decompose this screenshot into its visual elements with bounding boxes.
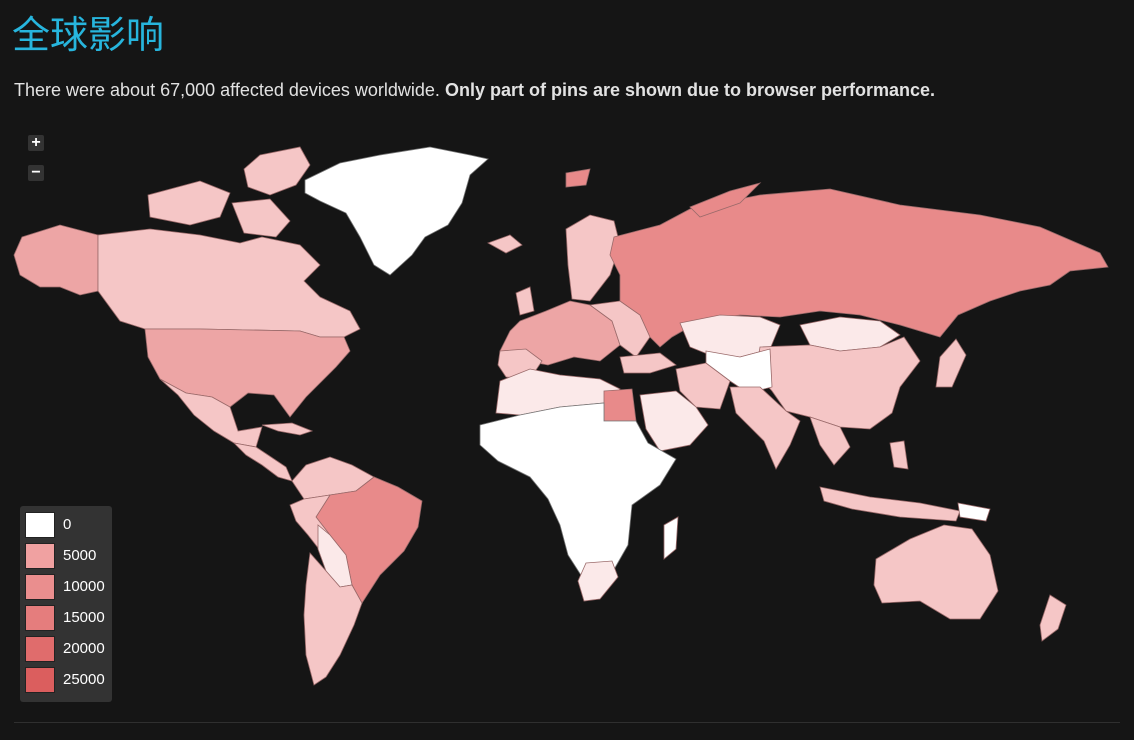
russia[interactable] (609, 188, 1109, 348)
page-title: 全球影响 (12, 13, 165, 57)
world-choropleth-map[interactable] (0, 125, 1134, 705)
canada-islands[interactable] (231, 198, 291, 238)
legend-label: 15000 (63, 609, 105, 626)
united-states[interactable] (144, 328, 351, 418)
japan[interactable] (935, 338, 967, 388)
page-subtitle: There were about 67,000 affected devices… (14, 80, 935, 101)
madagascar[interactable] (663, 516, 679, 560)
scandinavia[interactable] (565, 214, 621, 302)
svalbard[interactable] (565, 168, 591, 188)
alaska[interactable] (13, 224, 99, 296)
greenland[interactable] (304, 146, 489, 276)
turkey[interactable] (619, 352, 677, 374)
south-africa[interactable] (577, 560, 619, 602)
zoom-in-button[interactable]: + (28, 135, 44, 151)
canada-islands[interactable] (147, 180, 231, 226)
map-legend: 0 5000 10000 15000 20000 25000 (20, 506, 112, 702)
legend-label: 5000 (63, 547, 97, 564)
legend-label: 20000 (63, 640, 105, 657)
argentina[interactable] (303, 552, 363, 686)
sub-saharan-africa[interactable] (479, 402, 677, 584)
bottom-divider (14, 722, 1120, 723)
central-america[interactable] (232, 442, 293, 482)
canada[interactable] (97, 228, 361, 338)
legend-swatch (25, 667, 55, 693)
southeast-asia[interactable] (809, 416, 851, 466)
zoom-out-button[interactable]: − (28, 165, 44, 181)
legend-label: 25000 (63, 671, 105, 688)
legend-label: 10000 (63, 578, 105, 595)
subtitle-bold: Only part of pins are shown due to brows… (444, 80, 936, 100)
china[interactable] (755, 336, 921, 430)
legend-item: 5000 (25, 543, 109, 569)
russia-islands[interactable] (689, 182, 762, 218)
canada-islands[interactable] (243, 146, 311, 196)
legend-swatch (25, 636, 55, 662)
australia[interactable] (873, 524, 999, 620)
legend-label: 0 (63, 516, 72, 533)
cuba[interactable] (261, 422, 314, 436)
papua-new-guinea[interactable] (957, 502, 991, 522)
legend-item: 25000 (25, 667, 109, 693)
legend-swatch (25, 574, 55, 600)
legend-swatch (25, 605, 55, 631)
india[interactable] (729, 386, 801, 470)
uk[interactable] (515, 286, 535, 316)
legend-swatch (25, 543, 55, 569)
philippines[interactable] (889, 440, 909, 470)
mexico[interactable] (159, 378, 263, 448)
legend-item: 20000 (25, 636, 109, 662)
legend-swatch (25, 512, 55, 538)
legend-item: 10000 (25, 574, 109, 600)
egypt[interactable] (603, 388, 637, 422)
saudi-arabia[interactable] (639, 390, 709, 452)
iceland[interactable] (487, 234, 523, 254)
new-zealand[interactable] (1039, 594, 1067, 642)
subtitle-regular: There were about 67,000 affected devices… (14, 80, 440, 100)
legend-item: 0 (25, 512, 109, 538)
indonesia[interactable] (819, 486, 961, 522)
legend-item: 15000 (25, 605, 109, 631)
